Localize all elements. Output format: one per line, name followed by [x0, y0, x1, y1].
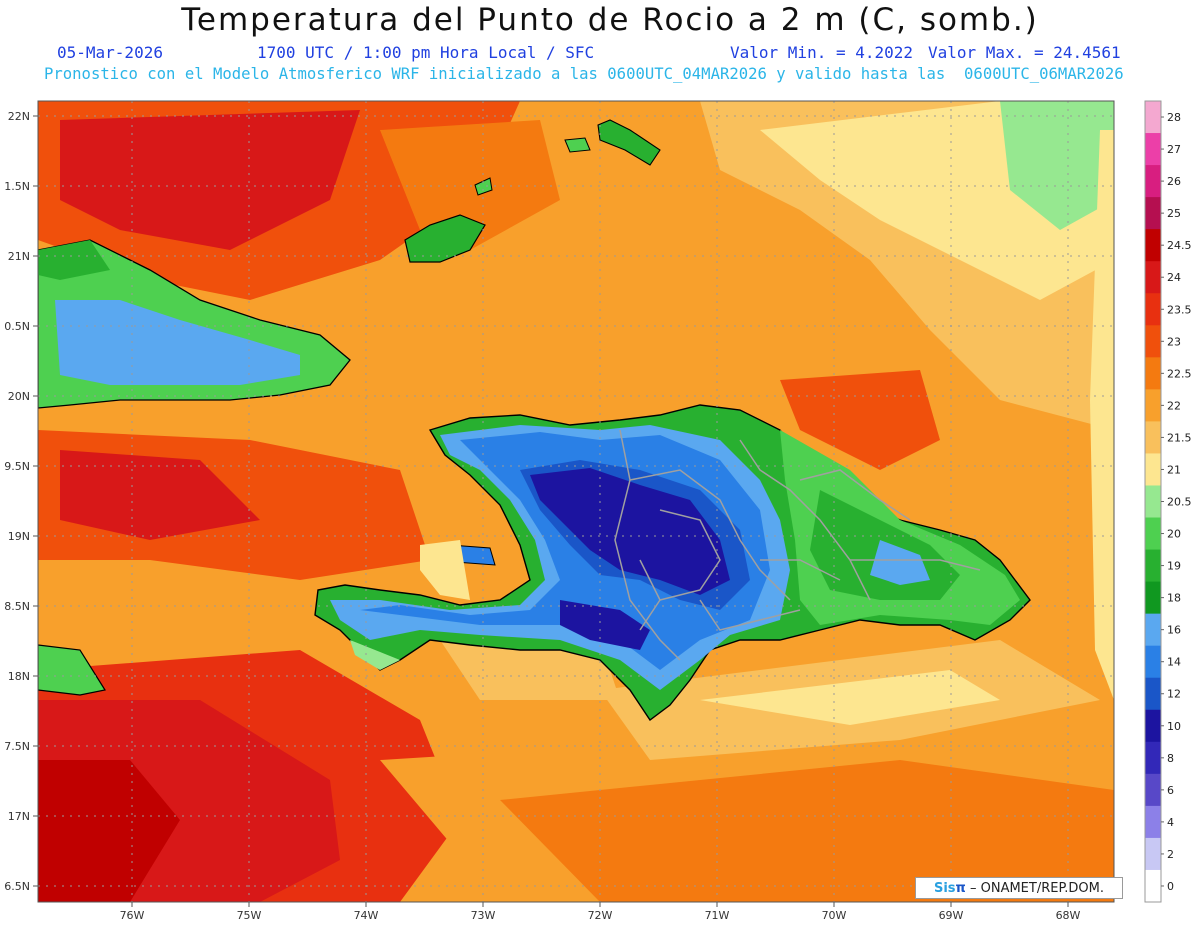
colorbar-label: 27 [1167, 143, 1181, 156]
credit-pi-logo: π [955, 881, 966, 896]
colorbar-label: 21.5 [1167, 431, 1192, 444]
credit-sis: Sis [933, 881, 956, 896]
colorbar-swatch [1145, 229, 1161, 262]
colorbar-label: 21 [1167, 463, 1181, 476]
colorbar-swatch [1145, 261, 1161, 294]
colorbar-swatch [1145, 805, 1161, 839]
colorbar-swatch [1145, 197, 1161, 230]
colorbar-swatch [1145, 645, 1161, 679]
longitude-axis: 76W 75W 74W 73W 72W 71W 70W 69W 68W [120, 902, 1081, 922]
colorbar-label: 10 [1167, 720, 1181, 733]
colorbar-swatch [1145, 293, 1161, 326]
colorbar-label: 0 [1167, 880, 1174, 893]
colorbar-label: 6 [1167, 784, 1174, 797]
colorbar-label: 2 [1167, 848, 1174, 861]
lon-label: 68W [1056, 909, 1081, 922]
colorbar-label: 23.5 [1167, 303, 1192, 316]
map-frame [37, 100, 1115, 903]
colorbar-swatch [1145, 517, 1161, 551]
colorbar-label: 22.5 [1167, 367, 1192, 380]
lat-label: 8.5N [4, 600, 30, 613]
lon-label: 71W [705, 909, 730, 922]
lon-label: 74W [354, 909, 379, 922]
colorbar-swatch [1145, 869, 1161, 903]
colorbar-label: 23 [1167, 335, 1181, 348]
map-grid [38, 101, 1114, 902]
colorbar-swatch [1145, 741, 1161, 775]
colorbar-swatch [1145, 357, 1161, 390]
map-title: Temperatura del Punto de Rocio a 2 m (C,… [181, 2, 1039, 38]
colorbar-swatch [1145, 709, 1161, 743]
colorbar-label: 22 [1167, 399, 1181, 412]
colorbar-label: 4 [1167, 816, 1174, 829]
colorbar: 2827262524.52423.52322.52221.52120.52019… [1144, 100, 1192, 903]
colorbar-label: 25 [1167, 207, 1181, 220]
lat-label: 9.5N [4, 460, 30, 473]
lat-label: 7.5N [4, 740, 30, 753]
map-field [38, 101, 1114, 902]
model-info: Pronostico con el Modelo Atmosferico WRF… [44, 65, 1124, 83]
colorbar-label: 28 [1167, 111, 1181, 124]
latitude-axis: 22N 1.5N 21N 0.5N 20N 9.5N 19N 8.5N 18N 7.5N 17N 6.… [4, 110, 38, 893]
colorbar-label: 18 [1167, 592, 1181, 605]
lon-label: 75W [237, 909, 262, 922]
colorbar-label: 26 [1167, 175, 1181, 188]
credit-box: Sisπ – ONAMET/REP.DOM. [915, 877, 1123, 899]
colorbar-label: 14 [1167, 656, 1181, 669]
lat-label: 20N [8, 390, 30, 403]
colorbar-swatch [1145, 485, 1161, 519]
lat-label: 1.5N [4, 180, 30, 193]
colorbar-label: 24 [1167, 271, 1181, 284]
lat-label: 21N [8, 250, 30, 263]
colorbar-swatch [1145, 453, 1161, 486]
lon-label: 72W [588, 909, 613, 922]
colorbar-swatch [1145, 773, 1161, 807]
colorbar-swatch [1145, 837, 1161, 871]
lon-label: 70W [822, 909, 847, 922]
lat-label: 18N [8, 670, 30, 683]
colorbar-label: 8 [1167, 752, 1174, 765]
lon-label: 76W [120, 909, 145, 922]
forecast-time: 1700 UTC / 1:00 pm Hora Local / SFC [257, 43, 595, 62]
lon-label: 73W [471, 909, 496, 922]
colorbar-label: 16 [1167, 624, 1181, 637]
lon-label: 69W [939, 909, 964, 922]
min-value: Valor Min. = 4.2022 [730, 43, 914, 62]
colorbar-swatch [1145, 101, 1161, 134]
colorbar-swatch [1145, 677, 1161, 711]
colorbar-swatch [1145, 581, 1161, 615]
colorbar-label: 12 [1167, 688, 1181, 701]
colorbar-label: 24.5 [1167, 239, 1192, 252]
colorbar-swatch [1145, 325, 1161, 358]
lat-label: 0.5N [4, 320, 30, 333]
colorbar-label: 20 [1167, 528, 1181, 541]
colorbar-swatch [1145, 165, 1161, 198]
colorbar-swatch [1145, 421, 1161, 454]
lat-label: 17N [8, 810, 30, 823]
colorbar-swatch [1145, 389, 1161, 422]
lat-label: 22N [8, 110, 30, 123]
colorbar-swatch [1145, 613, 1161, 647]
colorbar-label: 20.5 [1167, 496, 1192, 509]
colorbar-swatch [1145, 549, 1161, 583]
lat-label: 6.5N [4, 880, 30, 893]
lat-label: 19N [8, 530, 30, 543]
max-value: Valor Max. = 24.4561 [928, 43, 1121, 62]
colorbar-label: 19 [1167, 560, 1181, 573]
forecast-date: 05-Mar-2026 [57, 43, 163, 62]
colorbar-swatch [1145, 133, 1161, 166]
credit-text: – ONAMET/REP.DOM. [969, 881, 1105, 896]
